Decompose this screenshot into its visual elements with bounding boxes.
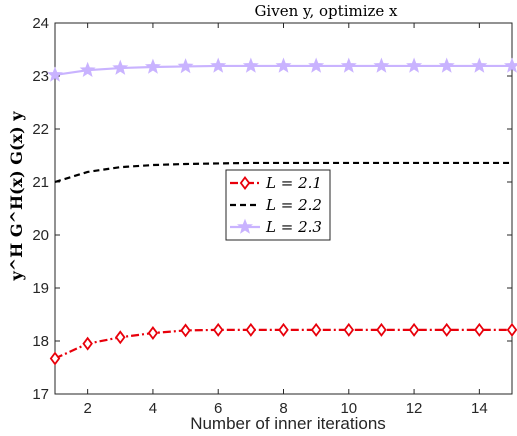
data-point-marker xyxy=(406,57,423,73)
data-point-marker xyxy=(177,58,194,74)
x-tick-label: 8 xyxy=(279,400,287,417)
legend-label: L = 2.2 xyxy=(265,196,322,214)
data-point-marker xyxy=(471,57,488,73)
data-point-marker xyxy=(474,322,485,337)
legend-marker xyxy=(237,218,253,234)
x-tick-label: 12 xyxy=(406,400,423,417)
data-point-marker xyxy=(308,57,325,73)
data-point-marker xyxy=(112,59,129,75)
data-point-marker xyxy=(49,351,61,366)
data-point-marker xyxy=(47,66,63,82)
chart-title-text: Given y, optimize x xyxy=(254,2,398,20)
data-point-marker xyxy=(144,58,161,74)
x-tick-label: 14 xyxy=(471,400,488,417)
data-point-marker xyxy=(82,336,93,351)
y-tick-label: 19 xyxy=(32,280,49,297)
data-point-marker xyxy=(504,57,517,73)
legend-label: L = 2.1 xyxy=(265,174,322,192)
series-3 xyxy=(47,57,517,82)
series-2 xyxy=(54,161,512,184)
data-point-marker xyxy=(340,57,357,73)
data-point-marker xyxy=(343,322,355,337)
data-point-marker xyxy=(180,323,191,338)
legend-marker xyxy=(239,176,251,190)
data-point-marker xyxy=(275,57,292,73)
data-point-marker xyxy=(506,322,517,337)
x-tick-label: 10 xyxy=(340,400,357,417)
data-point-marker xyxy=(245,322,257,337)
data-point-marker xyxy=(441,322,452,337)
data-point-marker xyxy=(438,57,455,73)
y-tick-label: 21 xyxy=(32,174,49,191)
legend-label: L = 2.3 xyxy=(265,218,322,236)
series-1 xyxy=(49,322,517,366)
y-tick-label: 23 xyxy=(32,68,49,85)
y-tick-label: 24 xyxy=(32,15,49,32)
series-line xyxy=(54,328,512,360)
x-tick-label: 6 xyxy=(214,400,222,417)
y-tick-label: 20 xyxy=(32,227,49,244)
data-point-marker xyxy=(79,61,96,77)
data-point-marker xyxy=(310,322,322,337)
chart-title: Given y, optimize x xyxy=(254,2,398,20)
data-point-marker xyxy=(242,57,259,73)
data-point-marker xyxy=(115,330,126,345)
data-point-marker xyxy=(147,326,159,341)
data-point-marker xyxy=(376,322,387,337)
y-axis-label: y^H G^H(x) G(x) y xyxy=(7,111,26,282)
y-tick-label: 18 xyxy=(32,333,49,350)
y-tick-label: 22 xyxy=(32,121,49,138)
legend: L = 2.1 L = 2.2 L = 2.3 xyxy=(225,169,331,241)
data-point-marker xyxy=(278,322,289,337)
data-point-marker xyxy=(210,57,227,73)
x-tick-label: 4 xyxy=(149,400,157,417)
x-axis-label: Number of inner iterations xyxy=(190,414,386,433)
data-point-marker xyxy=(408,322,420,337)
series-line xyxy=(54,161,512,184)
x-tick-label: 2 xyxy=(83,400,91,417)
y-tick-label: 17 xyxy=(32,386,49,403)
data-point-marker xyxy=(212,322,224,337)
data-point-marker xyxy=(373,57,390,73)
